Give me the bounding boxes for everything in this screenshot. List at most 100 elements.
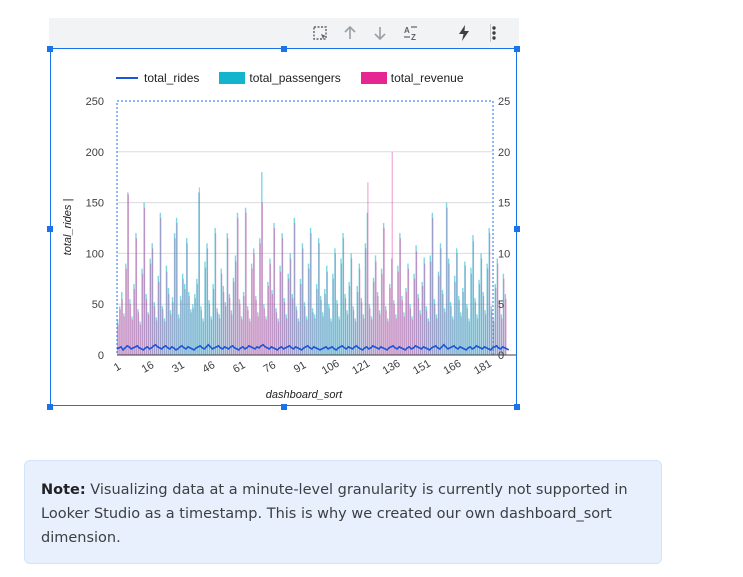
- lightning-icon[interactable]: [453, 22, 475, 44]
- bar-total-revenue: [241, 319, 243, 355]
- bar-total-revenue: [190, 312, 192, 355]
- y-left-tick-label: 100: [86, 248, 104, 260]
- select-area-icon[interactable]: [309, 22, 331, 44]
- bar-total-passengers: [472, 235, 474, 355]
- bar-total-passengers: [386, 318, 389, 355]
- note-callout: Note: Visualizing data at a minute-level…: [24, 460, 662, 564]
- bar-total-passengers: [212, 283, 214, 355]
- bar-total-revenue: [413, 278, 416, 355]
- bar-total-revenue: [330, 321, 332, 355]
- bar-total-passengers: [125, 263, 127, 355]
- more-vert-icon[interactable]: [483, 22, 505, 44]
- bar-total-revenue: [253, 253, 255, 355]
- sort-ascending-icon[interactable]: [339, 22, 361, 44]
- bar-total-revenue: [411, 319, 414, 355]
- bar-total-passengers: [389, 283, 391, 355]
- bar-total-revenue: [202, 321, 205, 355]
- bar-total-passengers: [277, 318, 279, 355]
- bar-total-revenue: [344, 298, 347, 355]
- bar-total-passengers: [265, 316, 267, 355]
- bar-total-passengers: [246, 306, 249, 355]
- bar-total-revenue: [160, 217, 162, 355]
- bar-total-passengers: [117, 319, 119, 355]
- bar-total-passengers: [218, 314, 220, 355]
- bar-total-passengers: [486, 263, 488, 355]
- bar-total-passengers: [350, 253, 352, 355]
- bar-total-passengers: [259, 238, 261, 355]
- bar-total-revenue: [499, 304, 501, 355]
- bar-total-passengers: [468, 318, 470, 355]
- bar-total-revenue: [146, 299, 148, 355]
- resize-handle-mr[interactable]: [514, 226, 520, 232]
- bar-total-passengers: [121, 292, 123, 355]
- bar-total-revenue: [489, 233, 491, 355]
- legend-item-total-passengers[interactable]: total_passengers: [219, 71, 341, 85]
- resize-handle-tr[interactable]: [514, 46, 520, 52]
- bar-total-passengers: [228, 294, 231, 355]
- bar-total-passengers: [358, 263, 360, 355]
- svg-text:A: A: [404, 26, 410, 35]
- bar-total-passengers: [141, 268, 143, 355]
- bar-total-passengers: [395, 314, 397, 355]
- bar-total-passengers: [460, 312, 462, 355]
- bar-total-revenue: [292, 298, 294, 355]
- bar-total-revenue: [452, 319, 454, 355]
- bar-total-revenue: [426, 310, 428, 355]
- bar-total-passengers: [502, 273, 505, 355]
- bar-total-revenue: [387, 321, 389, 355]
- bar-total-passengers: [397, 265, 399, 355]
- bar-total-passengers: [496, 258, 499, 355]
- x-tick-label: 91: [292, 359, 309, 376]
- resize-handle-bm[interactable]: [281, 404, 287, 410]
- bar-total-passengers: [380, 268, 383, 355]
- bar-total-passengers: [299, 278, 302, 355]
- bar-total-passengers: [334, 248, 336, 355]
- bar-total-passengers: [119, 306, 121, 355]
- bar-total-revenue: [367, 182, 369, 355]
- bar-total-revenue: [196, 283, 198, 355]
- bar-total-passengers: [482, 292, 484, 355]
- bar-total-passengers: [451, 316, 454, 355]
- bar-total-passengers: [317, 238, 320, 355]
- bar-total-passengers: [362, 314, 365, 355]
- bar-total-revenue: [353, 310, 355, 355]
- bar-total-revenue: [464, 265, 466, 355]
- resize-handle-ml[interactable]: [47, 226, 53, 232]
- y-right-tick-label: 0: [498, 350, 504, 362]
- resize-handle-tl[interactable]: [47, 46, 53, 52]
- bar-total-revenue: [186, 243, 188, 355]
- sort-descending-icon[interactable]: [369, 22, 391, 44]
- bar-total-revenue: [361, 302, 363, 355]
- bar-total-passengers: [183, 283, 186, 355]
- legend-item-total-revenue[interactable]: total_revenue: [360, 71, 464, 85]
- resize-handle-bl[interactable]: [47, 404, 53, 410]
- bar-total-passengers: [167, 287, 170, 355]
- resize-handle-tm[interactable]: [281, 46, 287, 52]
- legend-item-total-rides[interactable]: total_rides: [116, 71, 199, 85]
- bar-total-revenue: [294, 222, 296, 355]
- bar-total-passengers: [474, 298, 476, 355]
- bar-total-revenue: [377, 296, 379, 355]
- bar-total-revenue: [442, 294, 444, 355]
- legend-swatch-total-revenue: [360, 72, 387, 84]
- bar-total-passengers: [462, 287, 464, 355]
- bar-total-revenue: [359, 268, 361, 355]
- bar-total-revenue: [229, 298, 231, 355]
- resize-handle-br[interactable]: [514, 404, 520, 410]
- bar-total-passengers: [425, 306, 427, 355]
- bar-total-revenue: [346, 314, 349, 355]
- bar-total-revenue: [409, 308, 412, 355]
- bar-total-revenue: [206, 248, 209, 355]
- bar-total-revenue: [491, 310, 493, 355]
- bar-total-passengers: [289, 253, 291, 355]
- bar-total-passengers: [421, 281, 423, 355]
- bar-total-revenue: [121, 299, 123, 355]
- bar-total-passengers: [344, 294, 346, 355]
- bar-total-passengers: [423, 257, 425, 355]
- bar-total-revenue: [503, 278, 505, 355]
- bar-total-revenue: [454, 281, 456, 355]
- bar-total-passengers: [234, 255, 237, 355]
- bar-total-passengers: [295, 306, 298, 355]
- bar-total-passengers: [458, 296, 460, 355]
